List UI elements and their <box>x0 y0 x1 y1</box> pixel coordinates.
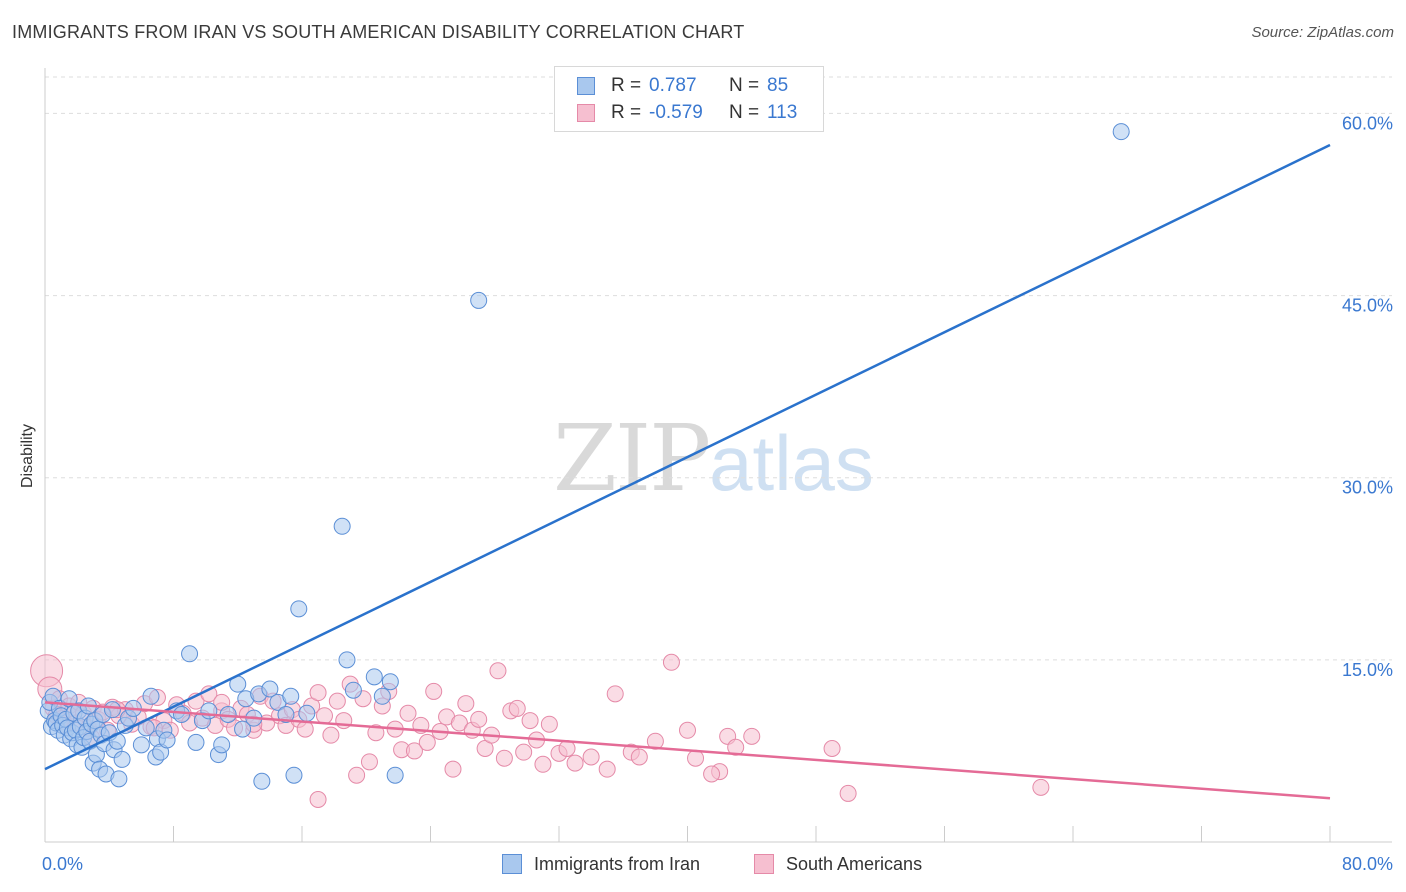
iran-point <box>187 733 205 751</box>
iran-point <box>234 720 252 738</box>
south-americans-point <box>646 732 664 750</box>
iran-point <box>253 772 271 790</box>
iran-trend-line <box>44 143 1331 771</box>
bottom-legend-label-iran: Immigrants from Iran <box>534 853 701 874</box>
iran-point <box>290 600 308 618</box>
legend-swatch-iran <box>577 77 595 95</box>
bottom-legend-label-south-americans: South Americans <box>786 853 923 874</box>
iran-point <box>181 645 199 663</box>
south-americans-point <box>457 695 475 713</box>
south-americans-point <box>521 712 539 730</box>
legend-n-value: 85 <box>767 75 789 96</box>
south-americans-point <box>367 724 385 742</box>
chart-title: IMMIGRANTS FROM IRAN VS SOUTH AMERICAN D… <box>12 22 745 42</box>
legend-n-label: N = <box>729 102 760 123</box>
south-americans-point <box>309 684 327 702</box>
south-americans-point <box>598 760 616 778</box>
iran-point <box>381 673 399 691</box>
south-americans-point <box>687 749 705 767</box>
south-americans-point <box>823 740 841 757</box>
iran-point <box>365 668 383 686</box>
south-americans-point <box>630 748 648 766</box>
iran-point <box>132 736 150 754</box>
iran-point <box>282 687 300 705</box>
south-americans-point <box>399 704 417 722</box>
y-tick-label: 15.0% <box>1342 660 1393 680</box>
south-americans-point <box>425 682 443 700</box>
legend-n-label: N = <box>729 75 760 96</box>
legend-row-iran: R = 0.787 N = 85 <box>577 74 788 98</box>
iran-point <box>277 706 295 723</box>
bottom-legend-south-americans: South Americans <box>754 852 922 876</box>
x-tick-label: 0.0% <box>42 854 83 874</box>
iran-point <box>338 651 356 669</box>
source-credit: Source: ZipAtlas.com <box>1251 24 1394 41</box>
legend-row-south-americans: R = -0.579 N = 113 <box>577 101 797 125</box>
iran-point <box>373 687 391 705</box>
south-americans-point <box>839 784 857 802</box>
legend-r-label: R = <box>611 102 642 123</box>
iran-point <box>142 687 160 705</box>
iran-point <box>200 702 218 720</box>
south-americans-point <box>489 662 507 680</box>
south-americans-point <box>444 760 462 778</box>
iran-point <box>298 704 316 722</box>
south-americans-point <box>315 707 333 725</box>
south-americans-point <box>495 749 513 767</box>
iran-point <box>110 770 128 788</box>
legend-n-value: 113 <box>767 102 798 123</box>
south-americans-point <box>309 791 327 808</box>
south-americans-point <box>566 754 584 772</box>
south-americans-point <box>515 743 533 761</box>
south-americans-point <box>540 715 558 733</box>
iran-point <box>213 736 231 754</box>
south-americans-point <box>470 710 488 728</box>
south-americans-point <box>679 721 696 739</box>
south-americans-point <box>450 714 468 732</box>
bottom-legend-swatch-iran <box>502 854 522 874</box>
south-americans-point <box>508 699 526 717</box>
south-americans-point <box>703 765 721 783</box>
y-tick-label: 30.0% <box>1342 478 1393 498</box>
south-americans-trend-line <box>44 701 1331 800</box>
bottom-legend-swatch-south-americans <box>754 854 774 874</box>
iran-point <box>386 766 404 784</box>
south-americans-point <box>727 738 745 756</box>
south-americans-point <box>582 748 600 766</box>
south-americans-point <box>328 692 346 710</box>
y-tick-label: 60.0% <box>1342 113 1393 133</box>
iran-point <box>261 680 279 698</box>
legend-swatch-south-americans <box>577 104 595 122</box>
south-americans-point <box>534 755 552 773</box>
south-americans-point <box>405 742 423 760</box>
south-americans-point <box>1032 778 1050 796</box>
south-americans-point <box>743 727 761 745</box>
south-americans-point <box>360 753 378 771</box>
iran-point <box>285 766 303 784</box>
x-tick-label: 80.0% <box>1342 854 1393 874</box>
south-americans-point <box>348 766 366 784</box>
bottom-legend-iran: Immigrants from Iran <box>502 852 700 876</box>
iran-point <box>103 701 121 719</box>
south-americans-point <box>296 720 314 738</box>
legend-r-label: R = <box>611 75 642 96</box>
legend-r-value: 0.787 <box>649 75 697 96</box>
south-americans-point <box>606 685 624 703</box>
iran-point <box>158 731 176 749</box>
legend-r-value: -0.579 <box>649 102 703 123</box>
south-americans-point <box>418 733 436 751</box>
y-tick-label: 45.0% <box>1342 296 1393 316</box>
iran-point <box>1112 123 1130 141</box>
iran-point <box>470 291 488 309</box>
south-americans-point <box>322 726 340 744</box>
correlation-legend: R = 0.787 N = 85 R = -0.579 N = 113 <box>554 66 824 132</box>
iran-point <box>333 517 351 535</box>
south-americans-point <box>662 653 680 671</box>
iran-point <box>173 706 191 723</box>
iran-point <box>344 681 362 699</box>
iran-point <box>113 750 131 768</box>
